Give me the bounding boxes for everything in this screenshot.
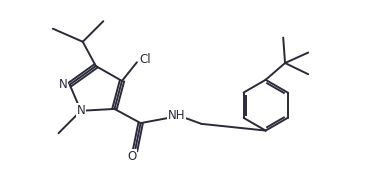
Text: N: N	[58, 78, 67, 91]
Text: NH: NH	[168, 109, 186, 122]
Text: Cl: Cl	[139, 53, 151, 66]
Text: O: O	[128, 150, 137, 163]
Text: N: N	[76, 104, 85, 117]
